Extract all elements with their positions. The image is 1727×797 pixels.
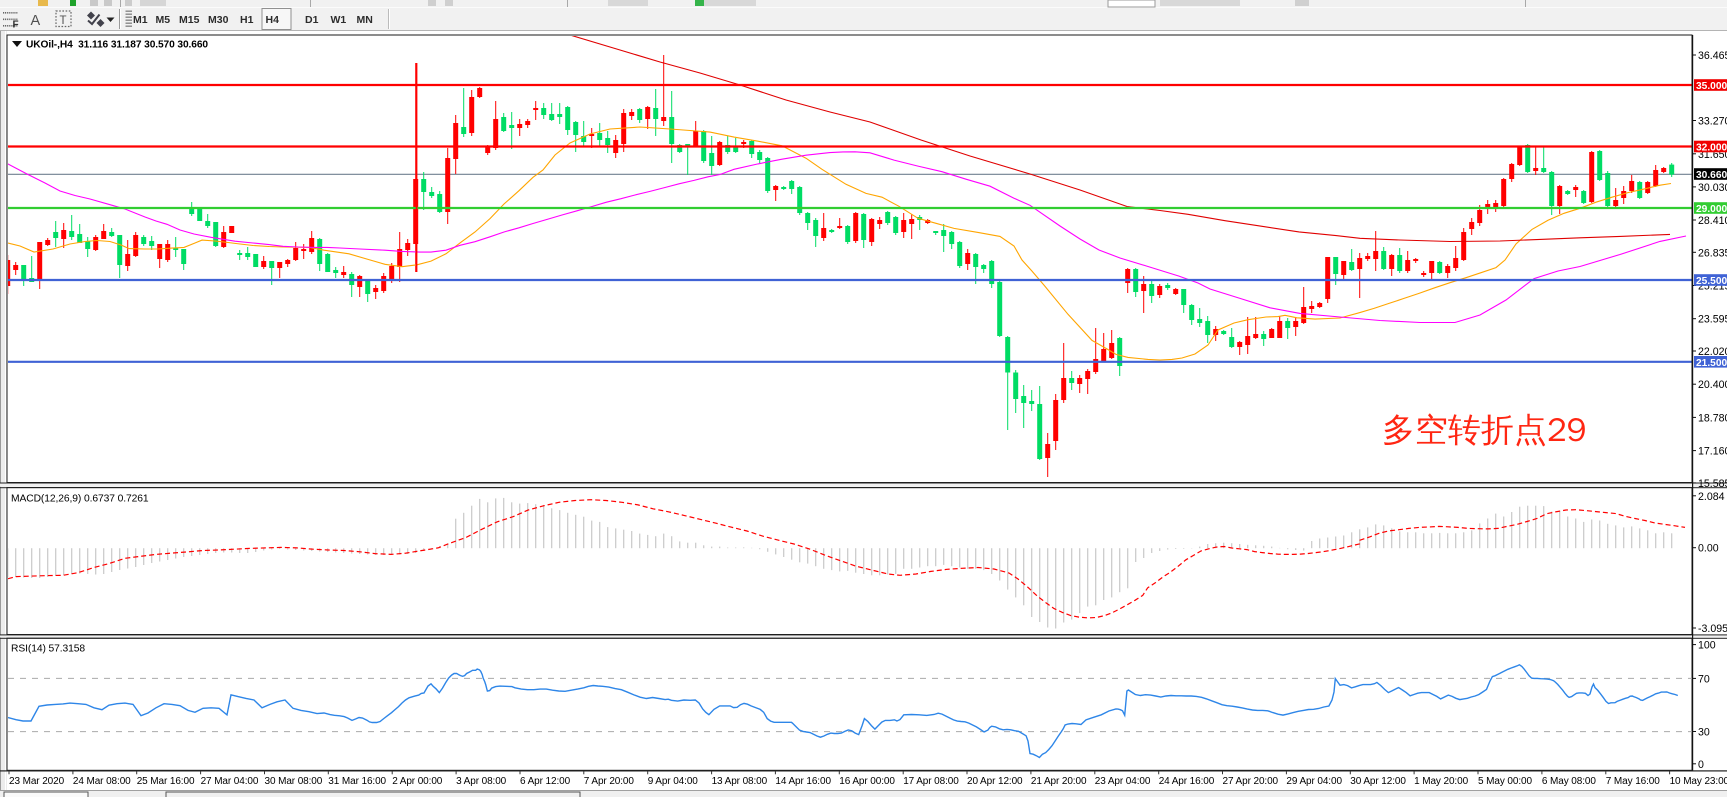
svg-text:18.780: 18.780	[1698, 412, 1727, 424]
svg-text:30: 30	[1698, 727, 1710, 739]
svg-text:17 Apr 08:00: 17 Apr 08:00	[903, 776, 959, 787]
svg-text:27 Mar 04:00: 27 Mar 04:00	[201, 776, 259, 787]
svg-text:20 Apr 12:00: 20 Apr 12:00	[967, 776, 1023, 787]
svg-text:26.835: 26.835	[1698, 247, 1727, 259]
svg-text:5 May 00:00: 5 May 00:00	[1478, 776, 1532, 787]
svg-text:31 Mar 16:00: 31 Mar 16:00	[328, 776, 386, 787]
svg-text:100: 100	[1698, 640, 1716, 652]
svg-text:23 Mar 2020: 23 Mar 2020	[9, 776, 65, 787]
svg-text:7 May 16:00: 7 May 16:00	[1606, 776, 1660, 787]
svg-text:14 Apr 16:00: 14 Apr 16:00	[775, 776, 831, 787]
svg-text:25 Mar 16:00: 25 Mar 16:00	[137, 776, 195, 787]
svg-text:28.410: 28.410	[1698, 215, 1727, 227]
svg-text:M5: M5	[156, 14, 171, 26]
svg-text:27 Apr 20:00: 27 Apr 20:00	[1223, 776, 1279, 787]
svg-text:F: F	[13, 20, 19, 31]
svg-text:A: A	[31, 13, 41, 29]
svg-text:3 Apr 08:00: 3 Apr 08:00	[456, 776, 507, 787]
svg-text:33.270: 33.270	[1698, 116, 1727, 128]
svg-text:W1: W1	[331, 14, 347, 26]
svg-text:UKOil-,H4 31.116 31.187 30.57: UKOil-,H4 31.116 31.187 30.570 30.660	[26, 40, 208, 51]
svg-text:36.465: 36.465	[1698, 50, 1727, 62]
svg-text:D1: D1	[305, 14, 319, 26]
svg-text:MACD(12,26,9) 0.6737 0.7261: MACD(12,26,9) 0.6737 0.7261	[11, 494, 149, 505]
svg-text:H1: H1	[240, 14, 254, 26]
svg-text:30 Mar 08:00: 30 Mar 08:00	[265, 776, 323, 787]
svg-text:7 Apr 20:00: 7 Apr 20:00	[584, 776, 635, 787]
svg-text:RSI(14) 57.3158: RSI(14) 57.3158	[11, 644, 85, 655]
svg-text:23 Apr 04:00: 23 Apr 04:00	[1095, 776, 1151, 787]
svg-text:15.585: 15.585	[1698, 478, 1727, 490]
svg-text:22.020: 22.020	[1698, 346, 1727, 358]
svg-text:MN: MN	[357, 14, 373, 26]
svg-text:21 Apr 20:00: 21 Apr 20:00	[1031, 776, 1087, 787]
svg-text:M30: M30	[208, 14, 229, 26]
svg-text:29.000: 29.000	[1696, 204, 1727, 215]
svg-text:2.084: 2.084	[1698, 491, 1725, 503]
svg-text:0: 0	[1698, 759, 1704, 771]
svg-text:35.000: 35.000	[1696, 81, 1727, 92]
svg-text:30.660: 30.660	[1696, 170, 1727, 181]
svg-text:T: T	[60, 15, 67, 27]
svg-text:29 Apr 04:00: 29 Apr 04:00	[1286, 776, 1342, 787]
svg-text:6 Apr 12:00: 6 Apr 12:00	[520, 776, 571, 787]
svg-text:6 May 08:00: 6 May 08:00	[1542, 776, 1596, 787]
svg-text:0.00: 0.00	[1698, 543, 1719, 555]
svg-text:25.500: 25.500	[1696, 276, 1727, 287]
svg-text:2 Apr 00:00: 2 Apr 00:00	[392, 776, 443, 787]
svg-text:10 May 23:00: 10 May 23:00	[1670, 776, 1727, 787]
svg-text:-3.0957: -3.0957	[1698, 623, 1727, 635]
svg-text:30 Apr 12:00: 30 Apr 12:00	[1350, 776, 1406, 787]
svg-text:13 Apr 08:00: 13 Apr 08:00	[712, 776, 768, 787]
svg-text:20.400: 20.400	[1698, 379, 1727, 391]
svg-text:17.160: 17.160	[1698, 446, 1727, 458]
svg-text:30.030: 30.030	[1698, 182, 1727, 194]
svg-text:9 Apr 04:00: 9 Apr 04:00	[648, 776, 699, 787]
svg-text:M1: M1	[133, 14, 148, 26]
svg-text:24 Apr 16:00: 24 Apr 16:00	[1159, 776, 1215, 787]
svg-text:21.500: 21.500	[1696, 358, 1727, 369]
svg-text:70: 70	[1698, 673, 1710, 685]
svg-text:16 Apr 00:00: 16 Apr 00:00	[839, 776, 895, 787]
svg-text:23.595: 23.595	[1698, 314, 1727, 326]
svg-text:1 May 20:00: 1 May 20:00	[1414, 776, 1468, 787]
svg-text:M15: M15	[179, 14, 200, 26]
svg-text:24 Mar 08:00: 24 Mar 08:00	[73, 776, 131, 787]
svg-text:H4: H4	[266, 14, 280, 26]
svg-text:32.000: 32.000	[1696, 143, 1727, 154]
